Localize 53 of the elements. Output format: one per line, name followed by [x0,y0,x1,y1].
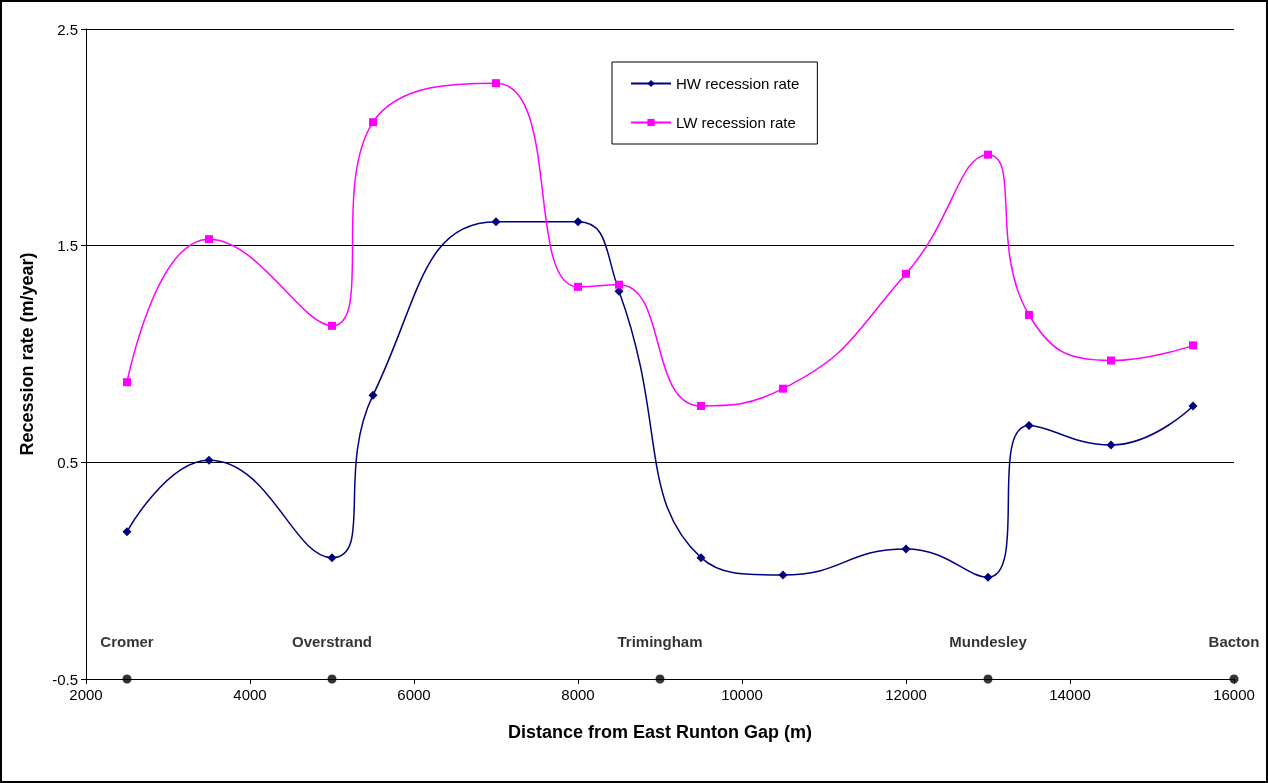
annotation: Cromer [100,633,154,650]
point [983,674,993,684]
point [902,269,910,278]
x-tick-label: 8000 [561,686,595,703]
legend-label: HW recession rate [676,75,800,92]
annotation: Overstrand [291,633,373,650]
point [327,674,337,684]
point [122,527,132,537]
point [327,553,337,563]
x-tick-label: 16000 [1213,686,1255,703]
point [1229,674,1239,684]
y-tick-label: 0.5 [57,453,78,471]
point [1025,311,1033,319]
annotation: Mundesley [949,633,1028,650]
point [984,150,992,159]
x-tick-label: 10000 [721,686,763,703]
point [574,282,582,291]
point [1188,401,1198,411]
point [123,378,131,387]
point [491,217,501,227]
x-tick-label: 14000 [1049,686,1091,703]
point [492,79,500,88]
x-axis-title: Distance from East Runton Gap (m) [507,722,813,742]
legend-label: LW recession rate [676,114,796,131]
point [696,553,706,563]
point [122,674,132,684]
x-tick-label: 2000 [69,686,103,703]
point [697,402,705,410]
point [615,280,623,289]
point [655,674,665,684]
x-tick-label: 6000 [397,686,431,703]
annotation: Trimingham [617,633,703,650]
point [778,570,788,580]
y-axis-title: Recession rate (m/year) [17,252,37,456]
point [1106,440,1116,450]
y-tick-label: 2.5 [57,20,78,38]
point [779,384,787,393]
point [901,544,911,554]
y-tick-label: 1.5 [57,237,78,255]
point [1107,356,1115,365]
point [573,217,583,227]
y-tick-label: -0.5 [52,670,78,688]
point [204,455,214,465]
point [328,321,336,330]
x-tick-label: 12000 [885,686,927,703]
point [983,572,993,582]
point [205,235,213,244]
point [1024,421,1034,430]
point [1189,341,1197,350]
x-tick-label: 4000 [233,686,267,703]
annotation: Bacton [1208,633,1260,650]
point [368,390,378,400]
point [369,118,377,127]
